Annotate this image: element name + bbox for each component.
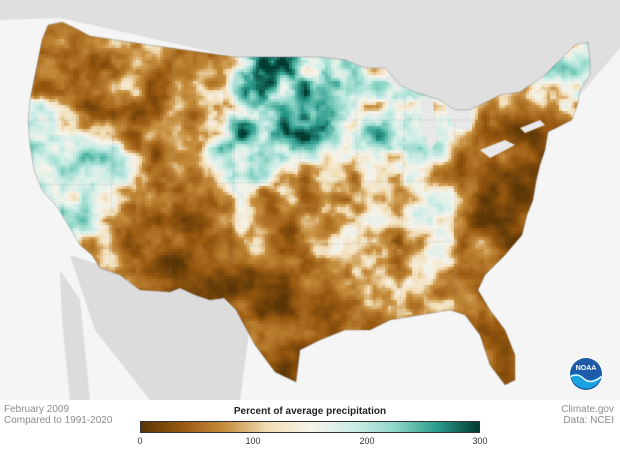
legend-title: Percent of average precipitation [233,406,387,417]
noaa-logo-text: NOAA [576,365,597,372]
legend-tick-100: 100 [245,436,261,446]
legend-color-bar [140,421,480,433]
noaa-logo: NOAA [568,356,604,392]
credit-text: Climate.gov [561,404,614,415]
legend-tick-300: 300 [472,436,488,446]
legend-tick-200: 200 [359,436,375,446]
data-source-text: Data: NCEI [563,415,614,426]
precipitation-map [0,0,620,400]
map-date-info: February 2009 Compared to 1991-2020 [4,404,112,426]
map-credits: Climate.gov Data: NCEI [561,404,614,426]
map-comparison-period: Compared to 1991-2020 [4,415,113,426]
map-date: February 2009 [4,404,70,415]
legend-tick-0: 0 [137,436,143,446]
